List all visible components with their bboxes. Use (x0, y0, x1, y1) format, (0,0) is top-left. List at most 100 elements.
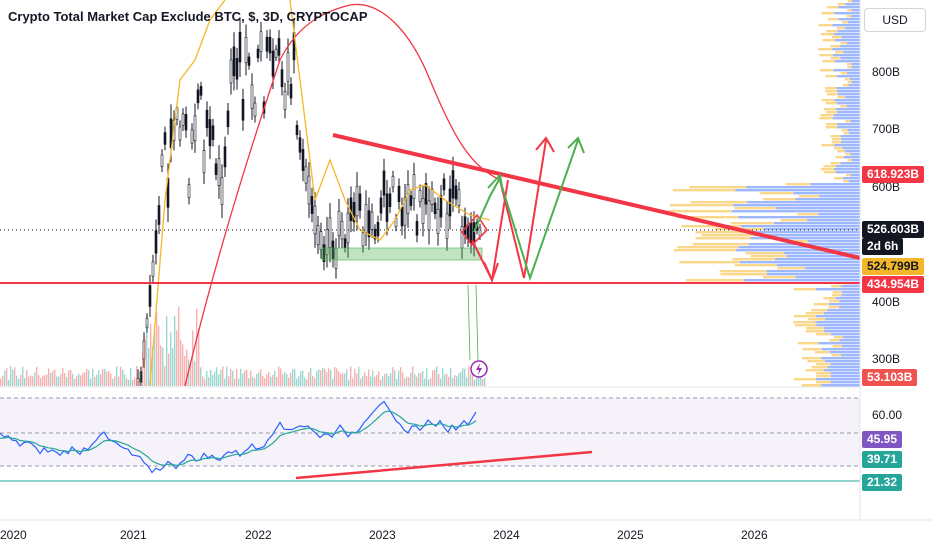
volume-profile-bar (785, 183, 811, 186)
volume-profile-bar (835, 156, 844, 159)
volume-bar (6, 367, 8, 386)
volume-profile-bar (807, 219, 860, 222)
candle-up (229, 59, 233, 84)
volume-bar (324, 368, 326, 386)
volume-bar (282, 374, 284, 386)
volume-bar (60, 373, 62, 386)
volume-bar (456, 376, 458, 386)
volume-profile-bar (821, 384, 860, 387)
volume-bar (480, 376, 482, 386)
volume-profile-bar (831, 141, 842, 144)
candle-up (160, 154, 164, 167)
volume-profile-bar (849, 78, 860, 81)
volume-bar (134, 377, 136, 386)
volume-profile-bar (673, 249, 736, 252)
currency-button[interactable]: USD (864, 8, 926, 32)
volume-profile-bar (797, 342, 819, 345)
candle-up (187, 184, 191, 199)
volume-bar (308, 371, 310, 386)
volume-profile-bar (841, 141, 860, 144)
volume-bar (276, 376, 278, 386)
flash-icon[interactable] (470, 360, 488, 378)
volume-bar (370, 376, 372, 386)
volume-profile-bar (844, 27, 860, 30)
volume-bar (332, 378, 334, 386)
candle-up (337, 210, 341, 237)
volume-profile-bar (846, 42, 860, 45)
volume-bar (478, 377, 480, 386)
volume-profile-bar (815, 381, 831, 384)
volume-bar (2, 375, 4, 386)
volume-profile-bar (690, 201, 748, 204)
volume-bar (100, 374, 102, 386)
volume-profile-bar (840, 105, 847, 108)
candle-up (142, 340, 146, 360)
volume-profile-bar (820, 114, 834, 117)
volume-profile-bar (844, 150, 860, 153)
volume-bar (458, 373, 460, 386)
volume-profile-bar (830, 363, 860, 366)
volume-profile-bar (719, 270, 767, 273)
volume-bar (0, 378, 2, 386)
volume-bar (374, 376, 376, 386)
candle-down (388, 193, 392, 208)
volume-bar (292, 368, 294, 386)
volume-profile-bar (667, 210, 732, 213)
volume-profile-bar (745, 252, 784, 255)
volume-profile-bar (734, 207, 777, 210)
volume-profile-bar (851, 15, 860, 18)
volume-bar (366, 376, 368, 386)
volume-profile-bar (834, 12, 860, 15)
volume-profile-bar (832, 291, 842, 294)
volume-bar (64, 373, 66, 386)
volume-profile-bar (836, 75, 860, 78)
candle-up (190, 129, 194, 144)
volume-profile-bar (818, 24, 833, 27)
volume-profile-bar (831, 138, 842, 141)
volume-bar (96, 374, 98, 386)
candle-down (265, 36, 269, 52)
volume-bar (72, 373, 74, 386)
candle-up (406, 184, 410, 214)
volume-bar (378, 371, 380, 386)
price-axis-label: 700B (872, 122, 901, 136)
volume-profile-bar (815, 315, 860, 318)
volume-bar (452, 378, 454, 386)
volume-profile-bar (840, 57, 860, 60)
volume-bar (312, 375, 314, 386)
volume-profile-bar (835, 297, 860, 300)
volume-profile-bar (820, 33, 834, 36)
volume-profile-bar (847, 66, 852, 69)
volume-bar (418, 373, 420, 386)
volume-profile-bar (695, 231, 751, 234)
volume-bar (316, 371, 318, 386)
candle-up (217, 158, 221, 186)
volume-bar (482, 379, 484, 386)
candle-down (199, 85, 203, 96)
candle-up (202, 150, 206, 174)
candle-up (193, 115, 197, 141)
volume-profile-bar (787, 255, 860, 258)
volume-profile-bar (740, 225, 860, 228)
volume-profile-bar (847, 81, 852, 84)
candle-down (268, 36, 272, 54)
volume-profile-bar (689, 186, 747, 189)
volume-profile-bar (677, 246, 739, 249)
volume-bar (392, 367, 394, 386)
volume-bar (110, 373, 112, 386)
volume-bar (338, 371, 340, 386)
volume-bar (466, 376, 468, 386)
volume-bar (150, 323, 152, 386)
volume-profile-bar (840, 72, 848, 75)
candle-up (220, 177, 224, 205)
volume-bar (46, 374, 48, 386)
volume-bar (4, 370, 6, 386)
volume-bar (56, 376, 58, 386)
volume-profile-bar (851, 9, 860, 12)
volume-profile-bar (837, 150, 845, 153)
volume-profile-bar (806, 330, 825, 333)
volume-bar (52, 370, 54, 386)
volume-bar (318, 369, 320, 386)
volume-bar (148, 347, 150, 386)
